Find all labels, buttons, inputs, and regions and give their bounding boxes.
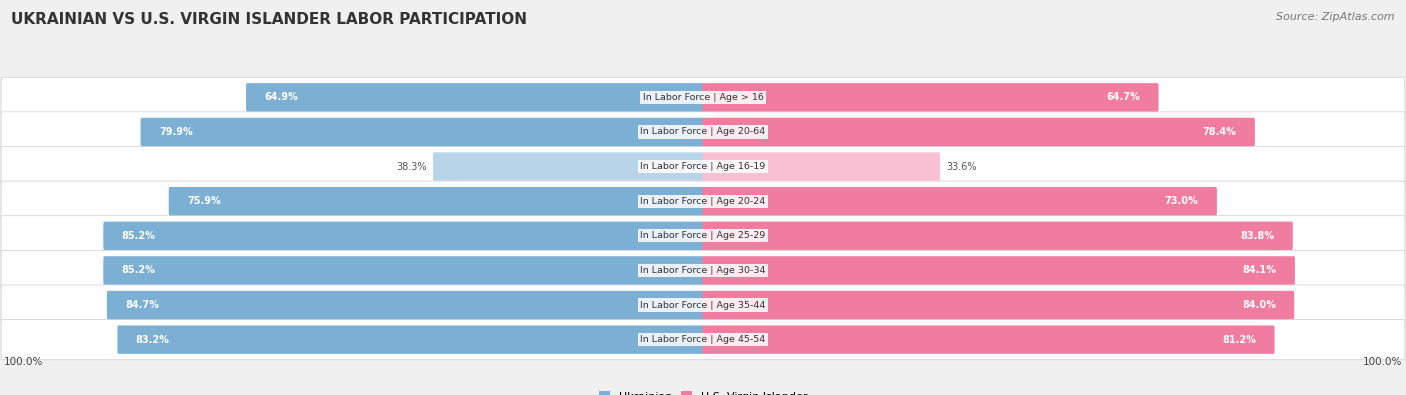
FancyBboxPatch shape xyxy=(1,250,1405,290)
FancyBboxPatch shape xyxy=(703,187,1218,215)
Text: UKRAINIAN VS U.S. VIRGIN ISLANDER LABOR PARTICIPATION: UKRAINIAN VS U.S. VIRGIN ISLANDER LABOR … xyxy=(11,12,527,27)
Text: 83.8%: 83.8% xyxy=(1240,231,1275,241)
FancyBboxPatch shape xyxy=(117,325,704,354)
FancyBboxPatch shape xyxy=(1,320,1405,360)
FancyBboxPatch shape xyxy=(703,291,1295,319)
Text: 85.2%: 85.2% xyxy=(121,231,156,241)
Text: In Labor Force | Age 16-19: In Labor Force | Age 16-19 xyxy=(640,162,766,171)
FancyBboxPatch shape xyxy=(703,222,1294,250)
Text: 75.9%: 75.9% xyxy=(187,196,221,206)
FancyBboxPatch shape xyxy=(1,147,1405,187)
FancyBboxPatch shape xyxy=(703,325,1275,354)
Text: 84.7%: 84.7% xyxy=(125,300,159,310)
FancyBboxPatch shape xyxy=(141,118,704,146)
FancyBboxPatch shape xyxy=(1,285,1405,325)
FancyBboxPatch shape xyxy=(433,152,704,181)
Text: 78.4%: 78.4% xyxy=(1202,127,1237,137)
Text: In Labor Force | Age 45-54: In Labor Force | Age 45-54 xyxy=(640,335,766,344)
Text: 79.9%: 79.9% xyxy=(159,127,193,137)
Text: 38.3%: 38.3% xyxy=(396,162,427,171)
Text: In Labor Force | Age > 16: In Labor Force | Age > 16 xyxy=(643,93,763,102)
Text: In Labor Force | Age 35-44: In Labor Force | Age 35-44 xyxy=(640,301,766,310)
FancyBboxPatch shape xyxy=(703,118,1256,146)
Text: 73.0%: 73.0% xyxy=(1164,196,1198,206)
FancyBboxPatch shape xyxy=(246,83,704,111)
Text: In Labor Force | Age 20-64: In Labor Force | Age 20-64 xyxy=(640,128,766,136)
FancyBboxPatch shape xyxy=(107,291,704,319)
FancyBboxPatch shape xyxy=(703,83,1159,111)
Text: In Labor Force | Age 30-34: In Labor Force | Age 30-34 xyxy=(640,266,766,275)
Text: 100.0%: 100.0% xyxy=(3,357,44,367)
Text: 85.2%: 85.2% xyxy=(121,265,156,275)
FancyBboxPatch shape xyxy=(1,77,1405,117)
FancyBboxPatch shape xyxy=(703,256,1295,285)
Text: 81.2%: 81.2% xyxy=(1222,335,1257,345)
Text: 64.7%: 64.7% xyxy=(1107,92,1140,102)
FancyBboxPatch shape xyxy=(703,152,941,181)
Text: 84.0%: 84.0% xyxy=(1241,300,1277,310)
Legend: Ukrainian, U.S. Virgin Islander: Ukrainian, U.S. Virgin Islander xyxy=(599,391,807,395)
Text: 33.6%: 33.6% xyxy=(946,162,977,171)
FancyBboxPatch shape xyxy=(1,181,1405,221)
FancyBboxPatch shape xyxy=(104,256,704,285)
Text: 100.0%: 100.0% xyxy=(1362,357,1403,367)
FancyBboxPatch shape xyxy=(1,216,1405,256)
FancyBboxPatch shape xyxy=(104,222,704,250)
Text: 83.2%: 83.2% xyxy=(135,335,170,345)
FancyBboxPatch shape xyxy=(169,187,704,215)
FancyBboxPatch shape xyxy=(1,112,1405,152)
Text: In Labor Force | Age 20-24: In Labor Force | Age 20-24 xyxy=(640,197,766,206)
Text: 84.1%: 84.1% xyxy=(1243,265,1277,275)
Text: In Labor Force | Age 25-29: In Labor Force | Age 25-29 xyxy=(640,231,766,240)
Text: 64.9%: 64.9% xyxy=(264,92,298,102)
Text: Source: ZipAtlas.com: Source: ZipAtlas.com xyxy=(1277,12,1395,22)
